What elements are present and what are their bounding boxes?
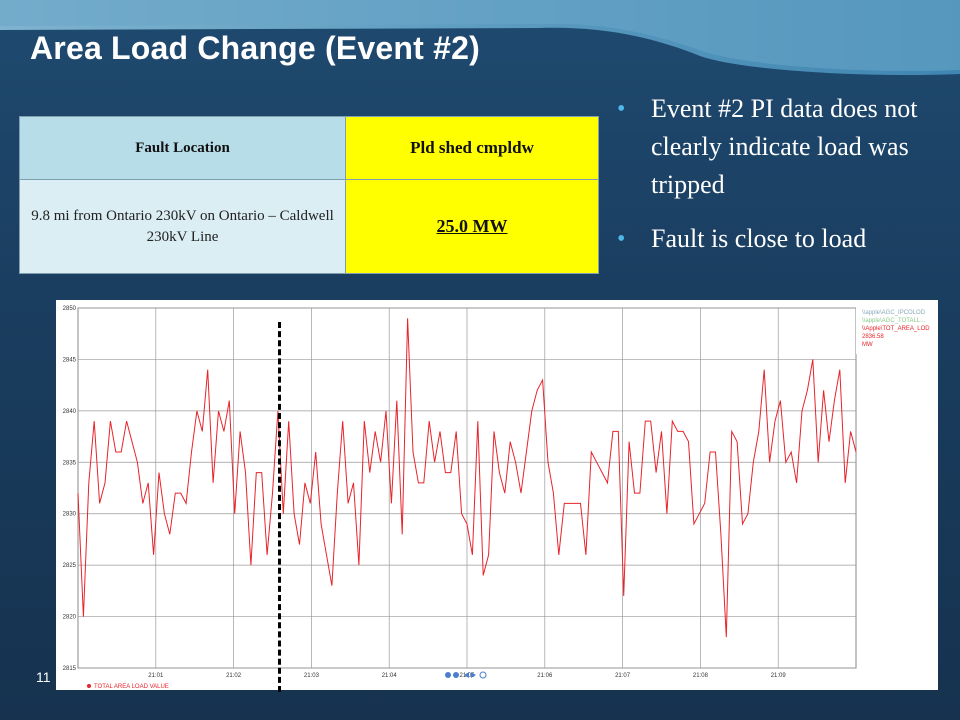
y-tick-label: 2820 (63, 615, 77, 621)
load-trend-chart: 2850 2845 2840 2835 2830 2825 2820 2815 21:01 21… (56, 300, 938, 690)
header-fault-location: Fault Location (19, 116, 346, 180)
chart-background (56, 300, 938, 690)
bullet-dot-icon: • (617, 226, 626, 252)
cell-fault-location: 9.8 mi from Ontario 230kV on Ontario – C… (19, 179, 346, 274)
y-tick-label: 2840 (63, 409, 77, 415)
legend-entry-3: \\Apple\TOT_AREA_LOD (862, 326, 930, 332)
footer-series-marker (87, 684, 91, 688)
y-tick-label: 2835 (63, 460, 77, 466)
legend-unit: MW (862, 342, 873, 348)
bullet-list: • Event #2 PI data does not clearly indic… (617, 90, 947, 274)
y-tick-label: 2850 (63, 306, 77, 312)
slide-title: Area Load Change (Event #2) (30, 30, 480, 66)
y-tick-label: 2825 (63, 563, 77, 569)
fault-table: Fault Location Pld shed cmpldw 9.8 mi fr… (19, 116, 599, 274)
x-tick-label: 21:01 (148, 673, 164, 679)
page-number: 11 (36, 669, 51, 685)
y-tick-label: 2830 (63, 512, 77, 518)
event-time-marker (278, 322, 281, 692)
legend-entry-1: \\apple\AGC_IPCOLOD (862, 310, 926, 316)
legend-value: 2836.58 (862, 334, 884, 340)
table-header-row: Fault Location Pld shed cmpldw (19, 116, 599, 180)
x-tick-label: 21:04 (382, 673, 398, 679)
chart-grid (77, 307, 857, 669)
y-tick-label: 2845 (63, 357, 77, 363)
bullet-item: • Event #2 PI data does not clearly indic… (617, 90, 947, 204)
zoom-out-icon[interactable] (453, 672, 459, 678)
series-line (77, 318, 857, 638)
footer-series-label: TOTAL AREA LOAD VALUE (94, 684, 169, 690)
zoom-in-icon[interactable] (445, 672, 451, 678)
bullet-text: Fault is close to load (651, 224, 867, 253)
x-tick-label: 21:09 (771, 673, 787, 679)
header-wave (0, 0, 960, 76)
bullet-item: • Fault is close to load (617, 220, 947, 258)
header-load-shed: Pld shed cmpldw (345, 116, 599, 180)
x-tick-label: 21:02 (226, 673, 242, 679)
bullet-dot-icon: • (617, 96, 626, 122)
table-row: 9.8 mi from Ontario 230kV on Ontario – C… (19, 179, 599, 274)
y-tick-label: 2815 (63, 666, 77, 672)
x-tick-label: 21:08 (693, 673, 709, 679)
chart-toolbar[interactable] (445, 671, 487, 679)
legend-entry-2: \\apple\AGC_TOTALL... (862, 318, 925, 324)
y-axis-ticks: 2850 2845 2840 2835 2830 2825 2820 2815 (63, 306, 77, 672)
bullet-text: Event #2 PI data does not clearly indica… (651, 94, 918, 199)
x-tick-label: 21:03 (304, 673, 320, 679)
legend-box (856, 304, 936, 354)
chart-legend: \\apple\AGC_IPCOLOD \\apple\AGC_TOTALL..… (856, 304, 936, 354)
pan-left-icon[interactable] (464, 672, 469, 678)
refresh-icon[interactable] (479, 671, 487, 679)
cell-load-shed: 25.0 MW (345, 179, 599, 274)
x-tick-label: 21:07 (615, 673, 631, 679)
pan-right-icon[interactable] (471, 672, 476, 678)
x-tick-label: 21:06 (537, 673, 553, 679)
